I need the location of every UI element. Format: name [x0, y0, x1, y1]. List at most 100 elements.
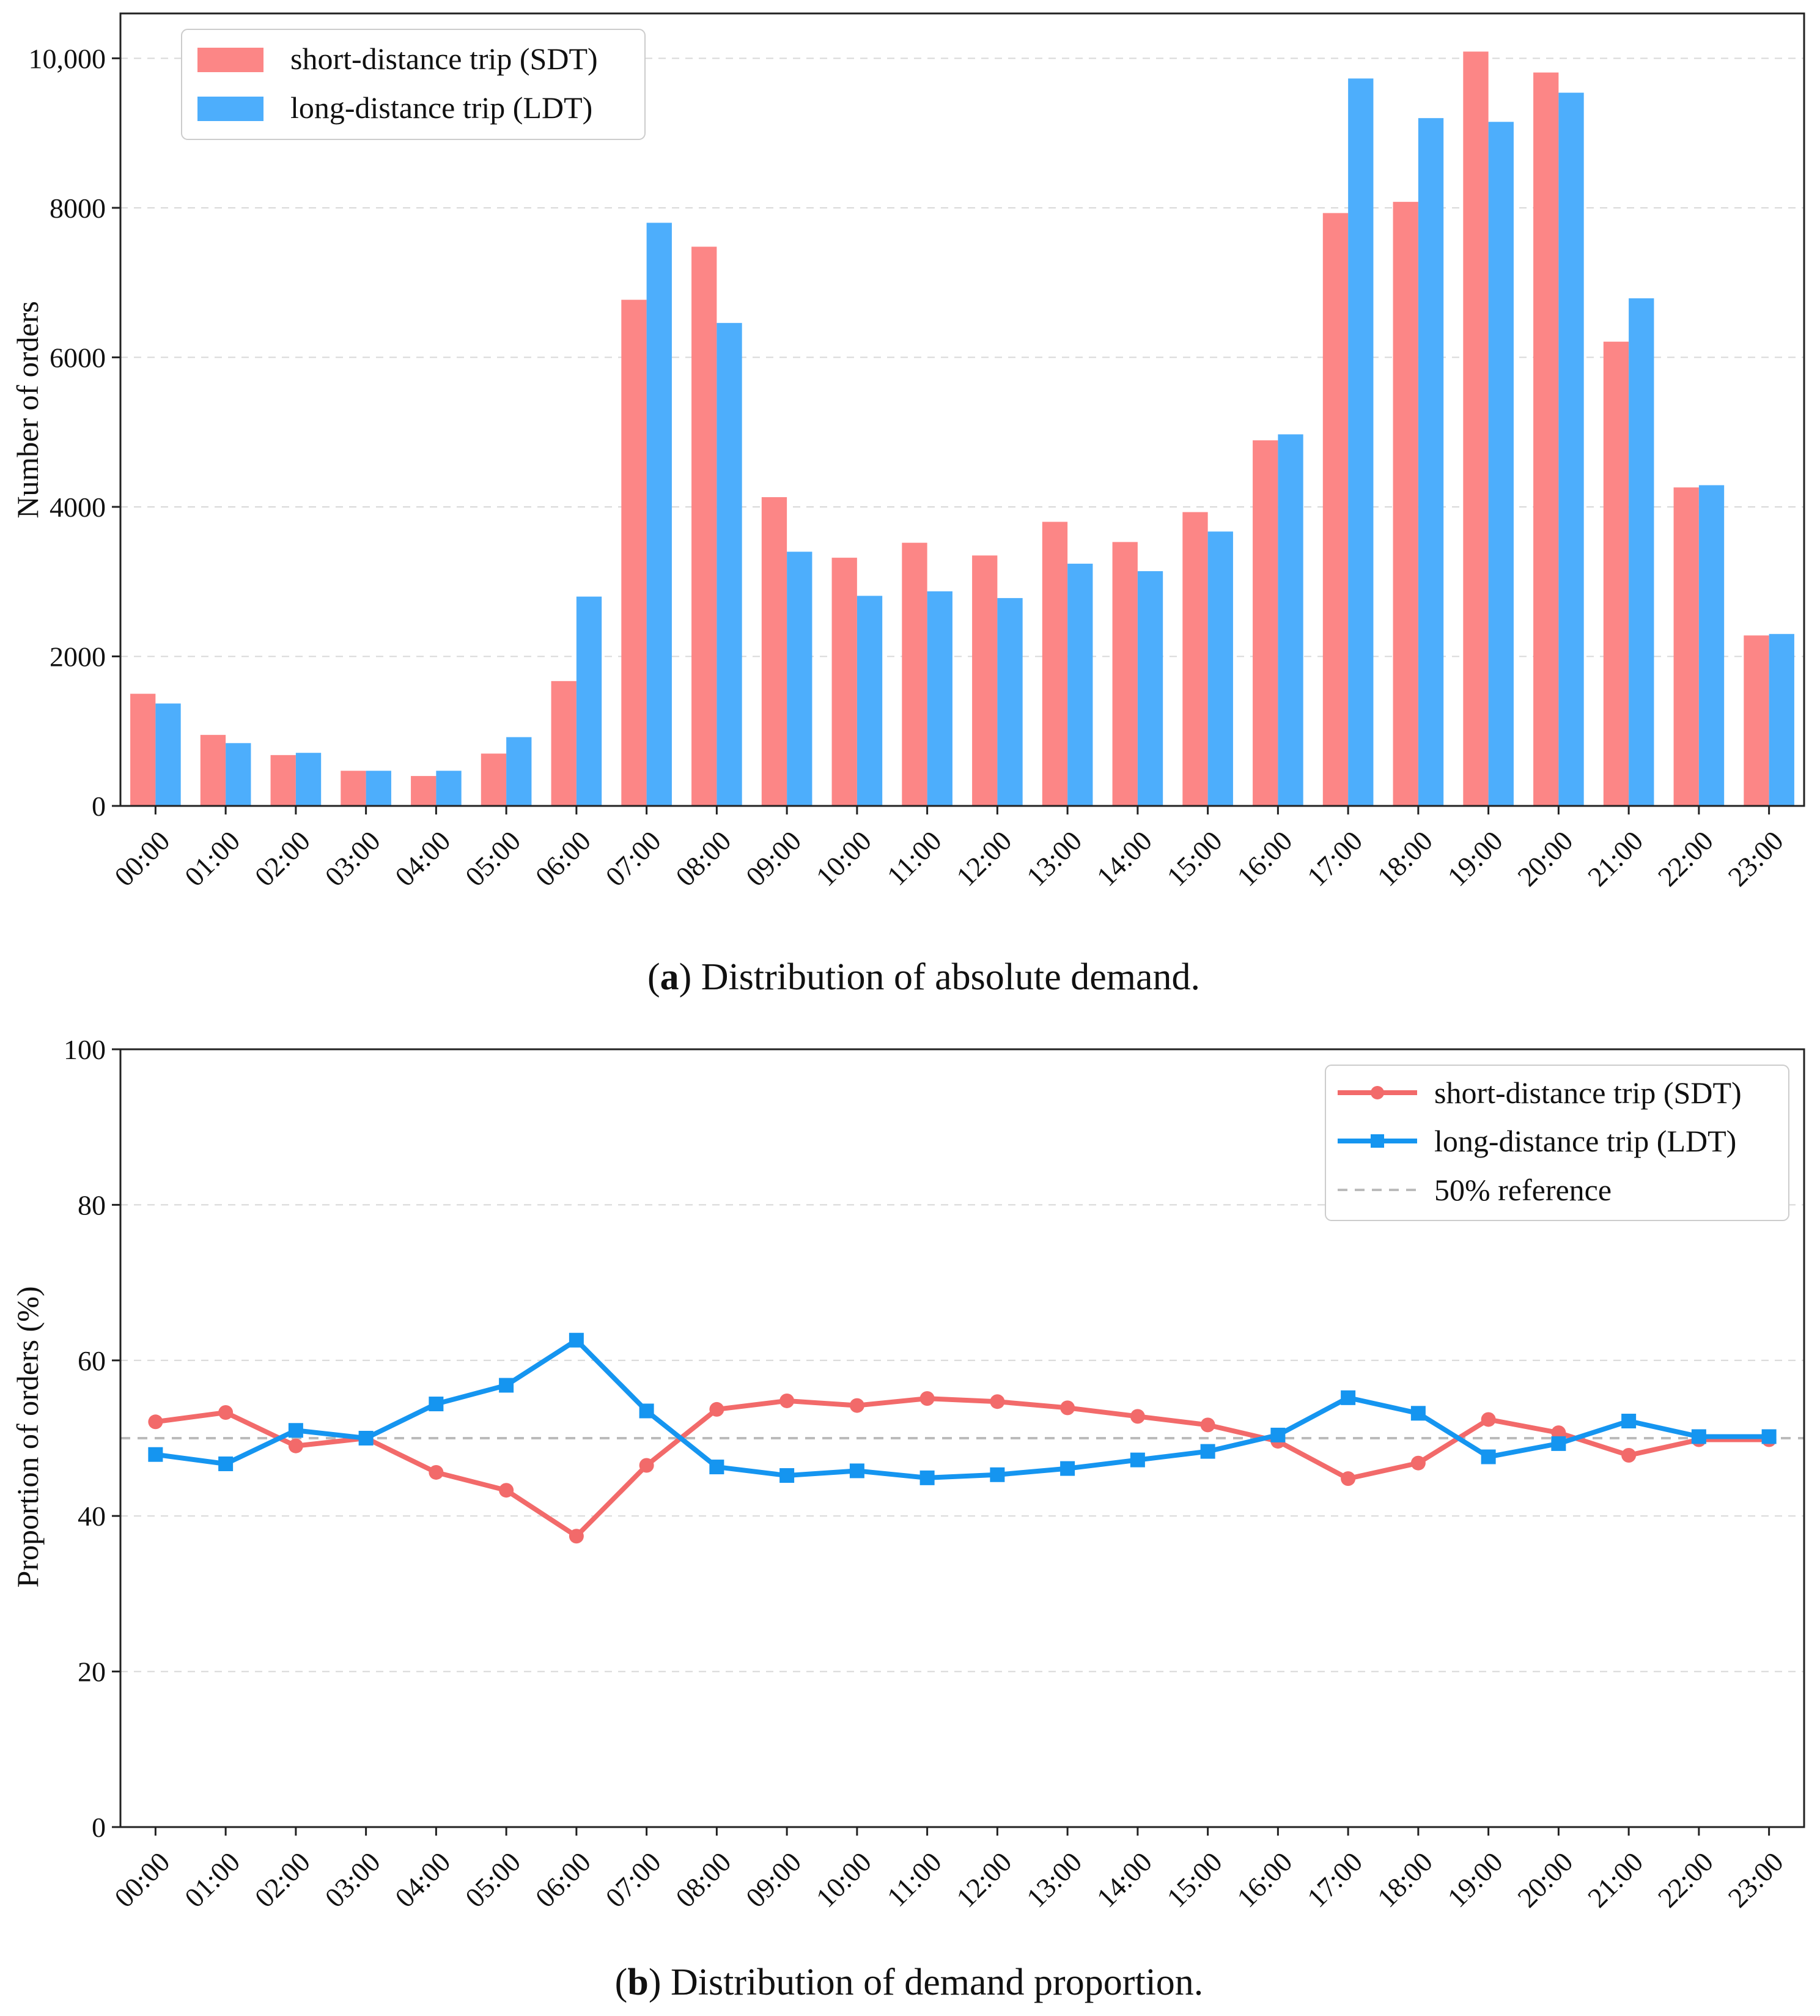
point-ldt [429, 1397, 444, 1412]
point-ldt [1270, 1427, 1286, 1442]
x-tick-label: 06:00 [529, 1846, 597, 1913]
point-sdt [499, 1483, 514, 1498]
x-tick-label: 18:00 [1371, 825, 1439, 892]
x-tick-label: 11:00 [881, 825, 948, 892]
caption-b: (b) Distribution of demand proportion. [615, 1962, 1204, 2003]
y-tick-label: 6000 [50, 342, 106, 373]
point-ldt [849, 1463, 864, 1479]
bar-sdt [831, 558, 857, 806]
plot-frame [119, 1048, 1805, 1828]
x-tick-label: 08:00 [669, 1846, 737, 1913]
y-tick-label: 100 [64, 1034, 106, 1065]
caption-b-close: ) [649, 1962, 661, 2003]
bar-sdt [1603, 341, 1629, 806]
bar-sdt [972, 555, 998, 806]
point-ldt [1341, 1390, 1356, 1405]
x-tick-label: 11:00 [881, 1846, 948, 1913]
line-sdt [155, 1396, 1769, 1539]
legend-marker-sdt [1371, 1086, 1384, 1099]
line-series-group [148, 1332, 1777, 1544]
point-sdt [288, 1438, 303, 1453]
y-tick-label: 40 [78, 1501, 106, 1532]
legend-label-reference: 50% reference [1434, 1173, 1612, 1207]
caption-a-text: Distribution of absolute demand. [691, 956, 1200, 998]
point-sdt [990, 1394, 1005, 1409]
x-tick-label: 15:00 [1161, 1846, 1228, 1913]
x-tick-label: 12:00 [950, 825, 1017, 892]
x-tick-label: 02:00 [249, 825, 316, 892]
point-ldt [1621, 1414, 1637, 1429]
x-tick-label: 09:00 [740, 1846, 807, 1913]
bar-ldt [1348, 78, 1374, 806]
bar-sdt [341, 770, 366, 806]
x-tick-label: 21:00 [1582, 825, 1649, 892]
caption-a-open: ( [647, 956, 660, 998]
bar-ldt [576, 596, 602, 806]
point-sdt [849, 1398, 864, 1413]
x-axis-ticks: 00:00 01:00 02:00 03:00 04:00 05:00 06:00 07:00… [108, 806, 1789, 892]
x-tick-label: 17:00 [1301, 825, 1368, 892]
point-ldt [358, 1431, 374, 1446]
bar-ldt [1698, 485, 1725, 806]
bar-ldt [646, 223, 672, 807]
x-tick-label: 12:00 [950, 1846, 1017, 1913]
point-ldt [288, 1423, 303, 1438]
x-tick-label: 00:00 [108, 1846, 175, 1913]
x-tick-label: 13:00 [1020, 825, 1088, 892]
point-sdt [429, 1464, 444, 1480]
point-sdt [1410, 1455, 1426, 1471]
bar-sdt [130, 693, 156, 806]
point-ldt [709, 1460, 724, 1475]
point-ldt [1200, 1444, 1215, 1459]
bar-sdt [1673, 487, 1699, 806]
point-ldt [1761, 1429, 1777, 1444]
bar-ldt [787, 552, 812, 806]
bar-sdt [481, 753, 507, 806]
x-tick-label: 22:00 [1652, 825, 1719, 892]
bar-ldt [927, 591, 952, 806]
bar-sdt [1112, 542, 1138, 806]
y-gridlines [120, 57, 1804, 657]
legend-box [181, 29, 646, 140]
bar-ldt [1488, 122, 1514, 807]
bar-sdt [200, 734, 226, 806]
point-ldt [1060, 1461, 1075, 1476]
point-ldt [569, 1332, 584, 1348]
demand-proportion-chart: 0 20 40 60 80 100 00:00 01:00 02:00 03:00 04:00 05… [10, 1034, 1805, 2003]
point-sdt [218, 1405, 234, 1420]
bar-ldt [857, 596, 883, 806]
bar-ldt [1629, 298, 1654, 806]
x-tick-label: 01:00 [179, 1846, 246, 1913]
x-tick-label: 05:00 [459, 1846, 526, 1913]
point-sdt [1130, 1409, 1145, 1424]
bar-ldt [295, 753, 322, 806]
x-tick-label: 14:00 [1091, 1846, 1158, 1913]
y-tick-label: 20 [78, 1656, 106, 1688]
x-tick-label: 13:00 [1020, 1846, 1088, 1913]
bar-ldt [997, 598, 1023, 806]
bar-sdt [1393, 202, 1418, 806]
x-tick-label: 19:00 [1442, 1846, 1509, 1913]
x-tick-label: 23:00 [1722, 825, 1789, 892]
bar-ldt [436, 770, 462, 806]
line-ldt [155, 1337, 1769, 1480]
x-tick-label: 01:00 [179, 825, 246, 892]
x-tick-label: 09:00 [740, 825, 807, 892]
x-tick-label: 17:00 [1301, 1846, 1368, 1913]
y-tick-label: 80 [78, 1189, 106, 1220]
bar-sdt [691, 246, 717, 807]
point-ldt [1130, 1452, 1145, 1468]
x-tick-label: 06:00 [529, 825, 597, 892]
y-tick-label: 4000 [50, 492, 106, 523]
caption-a-close: ) [679, 956, 692, 998]
plot-frame [119, 12, 1805, 807]
x-tick-label: 20:00 [1511, 1846, 1579, 1913]
point-ldt [1481, 1449, 1496, 1464]
bar-ldt [506, 737, 532, 806]
bar-sdt [761, 497, 787, 806]
x-tick-label: 03:00 [319, 825, 386, 892]
x-tick-label: 10:00 [810, 1846, 877, 1913]
y-tick-label: 0 [92, 791, 106, 822]
bar-series-group [130, 51, 1794, 807]
